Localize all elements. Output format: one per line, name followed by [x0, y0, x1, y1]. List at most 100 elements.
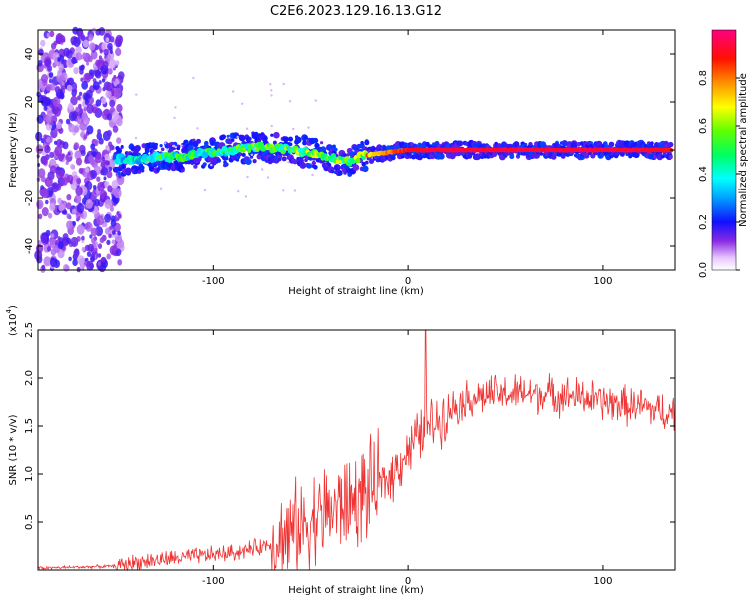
signal-halo — [299, 162, 307, 169]
signal-halo — [450, 151, 455, 156]
colorbar-tick-label: 0.2 — [698, 214, 709, 230]
signal-halo — [643, 144, 648, 148]
noise-blob — [49, 203, 56, 212]
faint-point — [180, 144, 183, 147]
noise-blob — [36, 199, 44, 210]
noise-blob — [81, 246, 85, 252]
noise-blob — [96, 176, 101, 182]
noise-blob — [112, 125, 119, 133]
faint-point — [244, 195, 248, 198]
noise-blob — [109, 36, 115, 43]
noise-blob — [95, 99, 102, 107]
noise-blob — [48, 78, 53, 84]
signal-halo — [416, 153, 423, 161]
signal-halo — [226, 134, 230, 138]
noise-blob — [77, 216, 81, 221]
noise-blob — [80, 263, 85, 270]
signal-halo — [337, 170, 343, 176]
signal-halo — [312, 137, 319, 144]
noise-blob — [102, 60, 109, 69]
noise-blob — [104, 153, 111, 162]
signal-halo — [302, 140, 307, 146]
signal-halo — [124, 167, 132, 175]
signal-halo — [628, 154, 633, 159]
faint-point — [311, 173, 314, 177]
noise-blob — [74, 194, 82, 204]
signal-halo — [209, 140, 216, 146]
noise-blob — [37, 168, 46, 179]
noise-blob — [62, 210, 66, 215]
signal-halo — [116, 148, 122, 155]
noise-blob — [41, 235, 48, 244]
signal-halo — [364, 160, 369, 165]
noise-blob — [112, 110, 119, 121]
signal-halo — [360, 141, 364, 145]
noise-blob — [40, 138, 45, 144]
signal-halo — [362, 165, 369, 173]
snr-y-scale-label: (x104) — [5, 305, 19, 336]
signal-halo — [661, 154, 665, 159]
noise-blob — [84, 158, 89, 165]
spectrogram-y-axis-label: Frequency (Hz) — [8, 112, 19, 188]
signal-halo — [152, 163, 157, 168]
signal-halo — [176, 146, 181, 151]
noise-blob — [106, 170, 113, 179]
signal-halo — [270, 133, 274, 137]
noise-blob — [93, 185, 97, 190]
noise-blob — [67, 102, 74, 110]
signal-halo — [599, 152, 605, 157]
snr-scale-text: (x104) — [5, 305, 19, 336]
noise-blob — [79, 91, 83, 96]
noise-blob — [112, 230, 116, 235]
noise-blob — [62, 141, 69, 150]
x-tick-label: 0 — [405, 276, 411, 287]
noise-blob — [106, 160, 110, 166]
faint-point — [282, 189, 285, 192]
signal-halo — [241, 152, 246, 157]
faint-point — [164, 142, 167, 145]
noise-blob — [97, 181, 105, 192]
signal-core — [355, 158, 361, 164]
signal-halo — [137, 152, 141, 156]
chart-title: C2E6.2023.129.16.13.G12 — [270, 4, 442, 19]
noise-blob — [106, 129, 112, 137]
noise-blob — [81, 235, 85, 241]
spectrogram-blobs — [34, 26, 674, 273]
noise-blob — [76, 203, 85, 213]
noise-blob — [66, 237, 72, 244]
signal-halo — [181, 168, 185, 173]
noise-blob — [75, 106, 80, 113]
noise-blob — [44, 176, 53, 188]
noise-blob — [84, 99, 90, 106]
signal-halo — [401, 155, 405, 159]
noise-blob — [107, 42, 113, 51]
noise-blob — [37, 240, 42, 245]
noise-blob — [43, 134, 48, 140]
noise-blob — [118, 213, 122, 219]
noise-blob — [107, 68, 113, 75]
noise-blob — [57, 197, 63, 204]
noise-blob — [91, 237, 96, 244]
noise-blob — [49, 151, 55, 159]
noise-blob — [47, 212, 53, 219]
noise-blob — [116, 211, 120, 216]
noise-blob — [68, 256, 72, 262]
colorbar-label: Normalized spectral amplitude — [738, 73, 749, 227]
noise-blob — [50, 233, 55, 239]
faint-point — [166, 148, 169, 151]
noise-blob — [118, 71, 125, 80]
faint-point — [173, 116, 176, 120]
noise-blob — [41, 86, 46, 93]
noise-blob — [89, 234, 93, 239]
signal-halo — [308, 164, 313, 168]
noise-blob — [98, 137, 104, 145]
noise-blob — [98, 27, 106, 36]
noise-blob — [115, 47, 122, 57]
signal-halo — [202, 162, 207, 167]
signal-halo — [252, 159, 257, 164]
noise-blob — [94, 69, 102, 79]
noise-blob — [83, 134, 88, 140]
y-tick-label: 0 — [24, 147, 35, 153]
signal-halo — [467, 153, 473, 159]
noise-blob — [41, 74, 48, 83]
